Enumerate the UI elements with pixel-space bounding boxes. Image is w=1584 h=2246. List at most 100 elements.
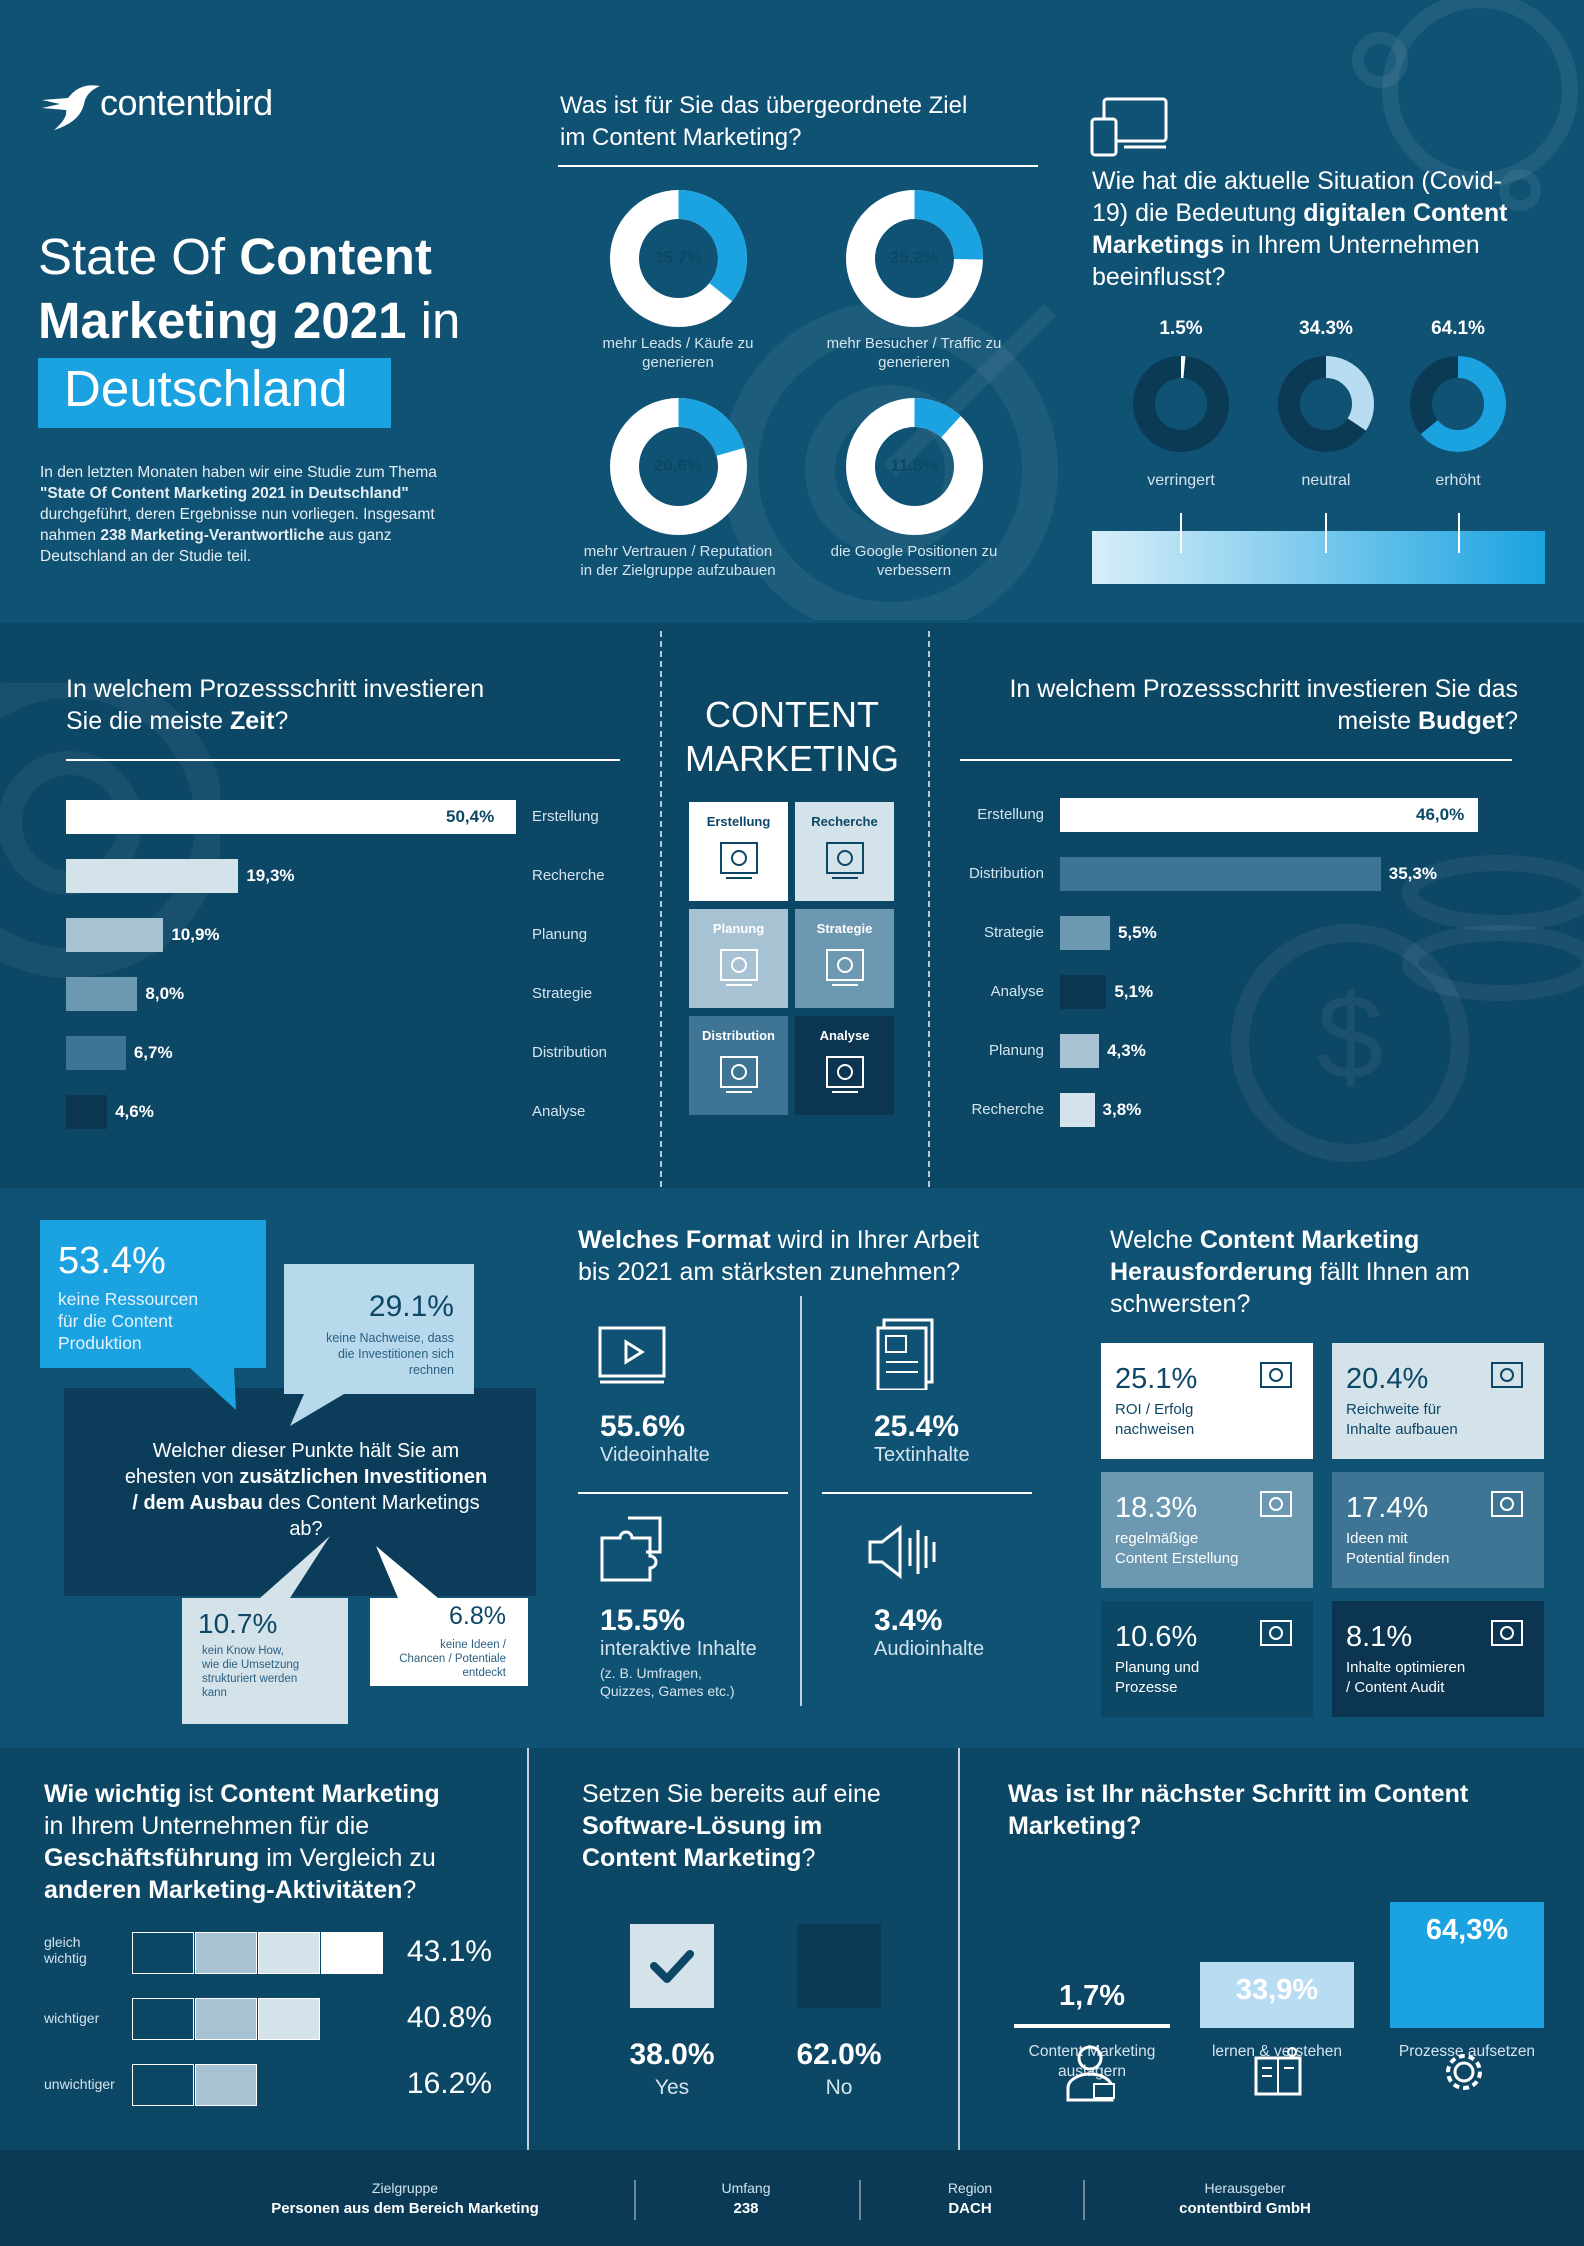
b3-l4: kann <box>202 1687 227 1699</box>
tile-label: Strategie <box>816 921 873 936</box>
next-l1: Content Marketing <box>1028 2043 1156 2060</box>
goal-donut-2 <box>609 397 747 535</box>
title-light-1: State Of <box>38 228 240 285</box>
importance-pct: 16.2% <box>406 2067 492 2100</box>
covid-donut-value: 64.1% <box>1431 318 1485 339</box>
budget-bar-strategie <box>1060 916 1110 950</box>
challenge-card[interactable]: 20.4% Reichweite für Inhalte aufbauen <box>1332 1343 1544 1459</box>
bubble-1-text: keine Ressourcen für die Content Produkt… <box>58 1288 198 1354</box>
challenge-label: Reichweite für Inhalte aufbauen <box>1346 1400 1532 1440</box>
title-bold-1: Content <box>239 228 432 285</box>
budget-bar-label: Recherche <box>971 1101 1044 1118</box>
covid-donut-name: neutral <box>1301 472 1351 489</box>
covid-donut-1 <box>1278 356 1374 452</box>
goal-underline <box>558 165 1038 167</box>
time-bar-erstellung <box>66 800 516 834</box>
footer-value-umfang: 238 <box>733 2200 759 2217</box>
tile-analyse[interactable]: Analyse <box>795 1016 894 1115</box>
book-icon <box>1254 2047 1302 2096</box>
next-l2: auslagern <box>1057 2063 1127 2080</box>
next-pct: 64,3% <box>1425 1914 1509 1946</box>
budget-bar-recherche <box>1060 1093 1095 1127</box>
bottom-vsep-2 <box>958 1748 960 2150</box>
tile-distribution-icon <box>720 1056 758 1093</box>
budget-bar-value: 5,1% <box>1114 982 1154 1001</box>
ct1a: Welche <box>1110 1226 1200 1254</box>
covid-donut-name: verringert <box>1147 472 1215 489</box>
tile-planung[interactable]: Planung <box>689 909 788 1008</box>
budget-bar-erstellung <box>1060 798 1478 832</box>
covid-donut-1-arc <box>1278 356 1374 452</box>
b3-l1: kein Know How, <box>202 1645 284 1657</box>
brand-name[interactable]: contentbird <box>100 82 273 123</box>
time-t2a: Sie die meiste <box>66 707 230 735</box>
tile-recherche[interactable]: Recherche <box>795 802 894 901</box>
goal-donut-desc: die Google Positionen zu verbessern <box>794 542 1034 580</box>
intro-line-3: durchgeführt, deren Ergebnisse nun vorli… <box>40 506 435 523</box>
tile-distribution[interactable]: Distribution <box>689 1016 788 1115</box>
budget-question: In welchem Prozessschritt investieren Si… <box>920 673 1518 737</box>
document-icon <box>876 1318 934 1390</box>
goal-desc-l2: verbessern <box>876 562 952 579</box>
budget-bar-value: 5,5% <box>1117 923 1157 942</box>
intro-text: In den letzten Monaten haben wir eine St… <box>40 462 520 567</box>
time-bar-analyse <box>66 1095 108 1129</box>
invest-section: 53.4% keine Ressourcen für die Content P… <box>0 1188 1584 1748</box>
irl1: gleich <box>44 1934 81 1950</box>
no-pct: 62.0% <box>796 2038 882 2071</box>
challenge-card[interactable]: 8.1% Inhalte optimieren / Content Audit <box>1332 1601 1544 1717</box>
footer-value-zielgruppe: Personen aus dem Bereich Marketing <box>271 2200 539 2217</box>
importance-square <box>321 1932 383 1974</box>
covid-donut-0 <box>1133 356 1229 452</box>
footer-label-zielgruppe: Zielgruppe <box>371 2180 439 2196</box>
b2-l1: keine Nachweise, dass <box>326 1331 454 1345</box>
tile-label: Erstellung <box>706 814 771 829</box>
covid-donut-2-arc <box>1410 356 1506 452</box>
devices-icon <box>1090 97 1168 157</box>
challenge-card[interactable]: 18.3% regelmäßige Content Erstellung <box>1101 1472 1313 1588</box>
budget-bar-label: Analyse <box>990 983 1044 1000</box>
bubble-3-pct: 10.7% <box>198 1608 278 1639</box>
yes-checkbox[interactable] <box>630 1924 714 2008</box>
audio-icon <box>868 1524 936 1580</box>
tile-erstellung[interactable]: Erstellung <box>689 802 788 901</box>
ct1b: Content Marketing <box>1199 1226 1420 1254</box>
tile-label: Planung <box>712 921 765 936</box>
tile-label: Recherche <box>811 814 878 829</box>
challenge-l2: Prozesse <box>1115 1679 1178 1696</box>
budget-bar-analyse <box>1060 975 1107 1009</box>
irl1: wichtiger <box>44 2010 100 2026</box>
nt1: Was ist Ihr nächster Schritt im Content <box>1008 1780 1469 1808</box>
software-question: Setzen Sie bereits auf eine Software-Lös… <box>582 1778 881 1874</box>
goal-title-1: Was ist für Sie das übergeordnete Ziel <box>560 92 968 119</box>
budget-bar-value: 3,8% <box>1102 1100 1142 1119</box>
challenge-card[interactable]: 17.4% Ideen mit Potential finden <box>1332 1472 1544 1588</box>
format-label-audio: Audioinhalte <box>874 1638 985 1660</box>
challenge-pct: 8.1% <box>1346 1621 1413 1653</box>
dashed-divider-right <box>928 631 930 1187</box>
challenge-icon <box>1491 1362 1523 1388</box>
budget-bar-label: Planung <box>988 1042 1044 1059</box>
time-t2b: Zeit <box>229 707 275 735</box>
covid-t2a: 19) die Bedeutung <box>1092 199 1304 227</box>
tick-verringert <box>1180 513 1182 553</box>
bubble-4-pct: 6.8% <box>449 1602 506 1630</box>
no-checkbox[interactable] <box>797 1924 881 2008</box>
st3: Content Marketing? <box>582 1842 881 1874</box>
iq-l3a: / dem Ausbau <box>132 1492 263 1514</box>
b2-l2: die Investitionen sich <box>337 1347 454 1361</box>
iq-l2b: zusätzlichen Investitionen <box>239 1466 488 1488</box>
it1b: ist <box>181 1780 221 1808</box>
challenge-card[interactable]: 25.1% ROI / Erfolg nachweisen <box>1101 1343 1313 1459</box>
st1: Setzen Sie bereits auf eine <box>582 1780 881 1808</box>
covid-title-3: Marketings in Ihrem Unternehmen <box>1092 229 1507 261</box>
it1a: Wie wichtig <box>44 1780 182 1808</box>
next-bar <box>1200 1961 1354 2028</box>
time-bar-value: 19,3% <box>246 866 295 885</box>
challenge-card[interactable]: 10.6% Planung und Prozesse <box>1101 1601 1313 1717</box>
time-bar-strategie <box>66 977 138 1011</box>
next-question: Was ist Ihr nächster Schritt im Content … <box>1008 1778 1468 1842</box>
tile-strategie[interactable]: Strategie <box>795 909 894 1008</box>
covid-title-2: 19) die Bedeutung digitalen Content <box>1092 197 1507 229</box>
covid-title-4: beeinflusst? <box>1092 263 1226 291</box>
